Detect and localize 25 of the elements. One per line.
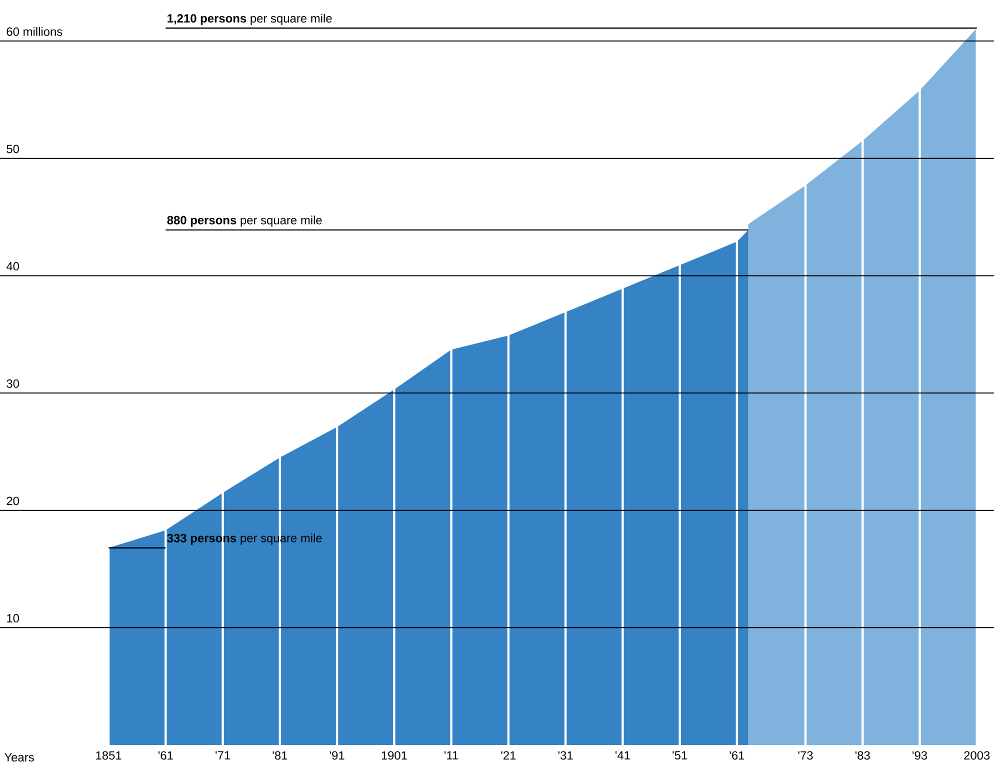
annotation: 1,210 persons per square mile (168, 14, 332, 25)
y-tick-label: 20 (6, 496, 20, 506)
y-tick-label: 50 (6, 144, 20, 154)
x-tick-label: '71 (216, 751, 230, 760)
x-tick-label: 1851 (96, 751, 122, 760)
x-tick-label: '81 (272, 751, 288, 760)
x-tick-label: '21 (501, 751, 516, 760)
x-tick-label: '83 (855, 751, 870, 760)
y-tick-label: 60 millions (6, 27, 62, 36)
x-tick-label: '93 (912, 751, 928, 760)
x-axis-title: Years (4, 753, 34, 762)
x-tick-label: '73 (798, 751, 813, 760)
x-tick-label: '51 (672, 751, 688, 760)
x-tick-label: '61 (730, 751, 744, 760)
x-tick-label: '31 (558, 751, 573, 760)
x-tick-label: '41 (616, 751, 630, 760)
x-tick-label: '61 (158, 751, 173, 760)
x-tick-label: 2003 (964, 751, 990, 760)
y-tick-label: 30 (6, 379, 20, 388)
y-tick-label: 40 (6, 262, 20, 271)
y-tick-label: 10 (7, 614, 20, 622)
annotation: 880 persons per square mile (167, 216, 322, 227)
x-tick-label: '11 (444, 751, 458, 760)
x-tick-label: '91 (330, 751, 344, 760)
x-tick-label: 1901 (382, 751, 407, 760)
